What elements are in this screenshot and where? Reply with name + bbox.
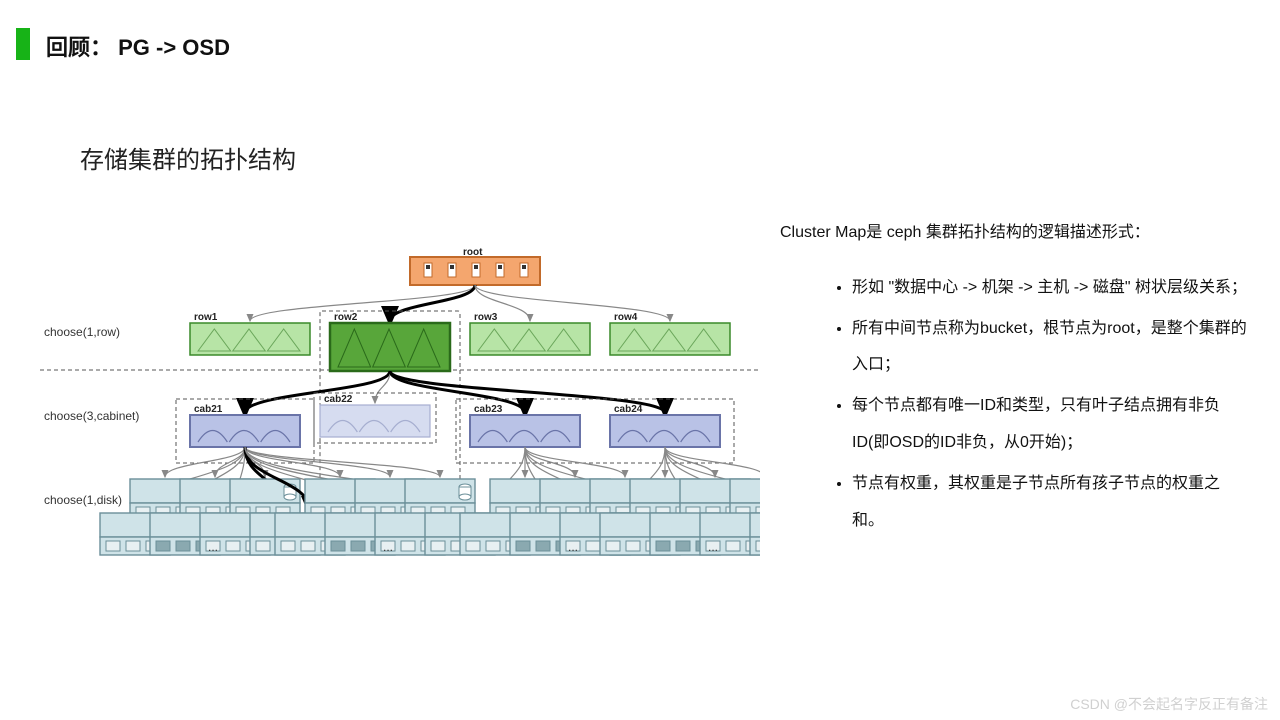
svg-text:row1: row1 xyxy=(194,312,218,323)
svg-text:row2: row2 xyxy=(334,312,358,323)
svg-text:cab23: cab23 xyxy=(474,404,503,415)
subtitle: 存储集群的拓扑结构 xyxy=(80,140,296,175)
svg-text:...: ... xyxy=(568,540,578,554)
bullet-1: 形如 "数据中心 -> 机架 -> 主机 -> 磁盘" 树状层级关系； xyxy=(852,270,1250,307)
topology-diagram: rootrow1row2row3row4cab21cab22cab23cab24… xyxy=(40,245,760,605)
bullet-2: 所有中间节点称为bucket，根节点为root，是整个集群的入口； xyxy=(852,311,1250,385)
svg-text:cab21: cab21 xyxy=(194,404,223,415)
svg-text:...: ... xyxy=(208,540,218,554)
accent-bar xyxy=(16,28,30,60)
svg-text:...: ... xyxy=(708,540,718,554)
intro-text: Cluster Map是 ceph 集群拓扑结构的逻辑描述形式： xyxy=(780,215,1250,252)
svg-text:row3: row3 xyxy=(474,312,498,323)
watermark: CSDN @不会起名字反正有备注 xyxy=(1070,694,1268,714)
svg-text:...: ... xyxy=(383,540,393,554)
svg-text:row4: row4 xyxy=(614,312,638,323)
svg-text:cab24: cab24 xyxy=(614,404,643,415)
bullet-list: 形如 "数据中心 -> 机架 -> 主机 -> 磁盘" 树状层级关系； 所有中间… xyxy=(780,270,1250,540)
description: Cluster Map是 ceph 集群拓扑结构的逻辑描述形式： 形如 "数据中… xyxy=(780,215,1250,543)
bullet-4: 节点有权重，其权重是子节点所有孩子节点的权重之和。 xyxy=(852,466,1250,540)
bullet-3: 每个节点都有唯一ID和类型，只有叶子结点拥有非负ID(即OSD的ID非负，从0开… xyxy=(852,388,1250,462)
page-title: 回顾： PG -> OSD xyxy=(46,30,230,62)
svg-text:cab22: cab22 xyxy=(324,394,353,405)
